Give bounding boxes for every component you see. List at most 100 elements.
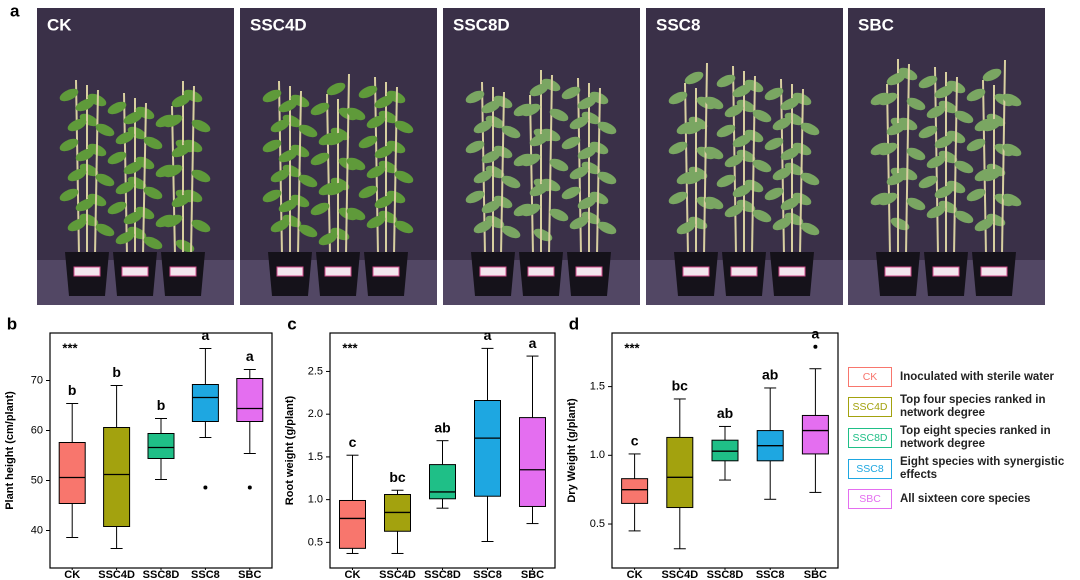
leaf — [262, 189, 282, 203]
leaf — [529, 83, 549, 97]
leaf — [569, 216, 589, 230]
y-tick-label: 1.0 — [308, 494, 323, 506]
pot-tag — [121, 266, 149, 277]
leaf — [886, 72, 906, 86]
leaf — [1002, 193, 1022, 207]
leaf — [597, 121, 617, 135]
outlier — [203, 485, 208, 490]
leaf — [878, 142, 898, 156]
legend-entry: CK Inoculated with sterile water — [848, 365, 1078, 389]
leaf — [171, 94, 191, 108]
leaf — [298, 224, 318, 238]
leaf — [716, 174, 736, 188]
leaf — [752, 209, 772, 223]
leaf — [716, 74, 736, 88]
leaf — [597, 221, 617, 235]
leaf — [533, 228, 553, 242]
stake — [799, 88, 804, 256]
y-tick-label: 70 — [31, 374, 43, 386]
stake — [529, 94, 534, 256]
leaf — [561, 136, 581, 150]
box — [474, 400, 501, 497]
leaf — [473, 220, 493, 234]
leaf — [954, 160, 974, 174]
photo-label: SSC4D — [250, 15, 307, 34]
leaf — [374, 95, 394, 109]
pot-tag — [527, 266, 555, 277]
x-tick-label: SSC8D — [707, 569, 744, 580]
box — [236, 378, 264, 422]
leaf — [764, 187, 784, 201]
y-tick-label: 1.0 — [590, 449, 605, 461]
leaf — [569, 166, 589, 180]
significance: *** — [624, 340, 640, 355]
leaf — [668, 191, 688, 205]
panel-label: b — [7, 314, 17, 333]
leaf — [704, 196, 724, 210]
legend-description: All sixteen core species — [900, 492, 1031, 505]
significance-letter: ab — [434, 419, 450, 435]
leaf — [107, 151, 127, 165]
leaf — [926, 105, 946, 119]
leaf — [918, 125, 938, 139]
leaf — [366, 215, 386, 229]
significance-letter: b — [68, 382, 77, 398]
significance-letter: ab — [717, 405, 733, 421]
leaf — [501, 175, 521, 189]
leaf — [67, 218, 87, 232]
y-axis-label: Dry Weight (g/plant) — [566, 398, 578, 503]
leaf — [59, 188, 79, 202]
y-tick-label: 0.5 — [590, 518, 605, 530]
leaf — [501, 125, 521, 139]
significance-letter: ab — [762, 367, 778, 383]
photo-label: CK — [47, 15, 72, 34]
pot-tag — [884, 266, 912, 277]
leaf — [143, 236, 163, 250]
leaf — [481, 200, 501, 214]
y-tick-label: 60 — [31, 424, 43, 436]
stake — [596, 87, 601, 256]
leaf — [704, 146, 724, 160]
stake — [500, 91, 505, 256]
leaf — [668, 141, 688, 155]
legend-code: SSC4D — [848, 397, 892, 417]
pot-tag — [169, 266, 197, 277]
leaf — [724, 154, 744, 168]
box — [103, 427, 131, 527]
legend-code: SSC8D — [848, 428, 892, 448]
pot-tag — [372, 266, 400, 277]
leaf — [163, 114, 183, 128]
leaf — [465, 90, 485, 104]
x-tick-label: SSC4D — [661, 569, 698, 580]
leaf — [716, 124, 736, 138]
leaf — [143, 136, 163, 150]
leaf — [67, 118, 87, 132]
leaf — [529, 183, 549, 197]
leaf — [878, 192, 898, 206]
leaf — [684, 71, 704, 85]
box — [147, 433, 175, 459]
x-tick-label: SBC — [238, 569, 261, 580]
stake — [751, 75, 756, 256]
photo-label: SSC8 — [656, 15, 700, 34]
leaf — [374, 145, 394, 159]
stake — [142, 102, 147, 256]
leaf — [577, 96, 597, 110]
pot-tag — [778, 266, 806, 277]
leaf — [982, 168, 1002, 182]
leaf — [326, 82, 346, 96]
x-tick-label: SBC — [804, 569, 827, 580]
y-tick-label: 2.5 — [308, 365, 323, 377]
legend-description: Top eight species ranked in network degr… — [900, 425, 1051, 450]
box — [339, 499, 366, 549]
legend-description: Eight species with synergistic effects — [900, 456, 1065, 481]
leaf — [780, 97, 800, 111]
leaf — [346, 107, 366, 121]
leaf — [878, 92, 898, 106]
panel-label: d — [569, 314, 579, 333]
x-tick-label: SBC — [521, 569, 544, 580]
leaf — [366, 165, 386, 179]
leaf — [549, 158, 569, 172]
leaf — [465, 140, 485, 154]
leaf — [59, 88, 79, 102]
